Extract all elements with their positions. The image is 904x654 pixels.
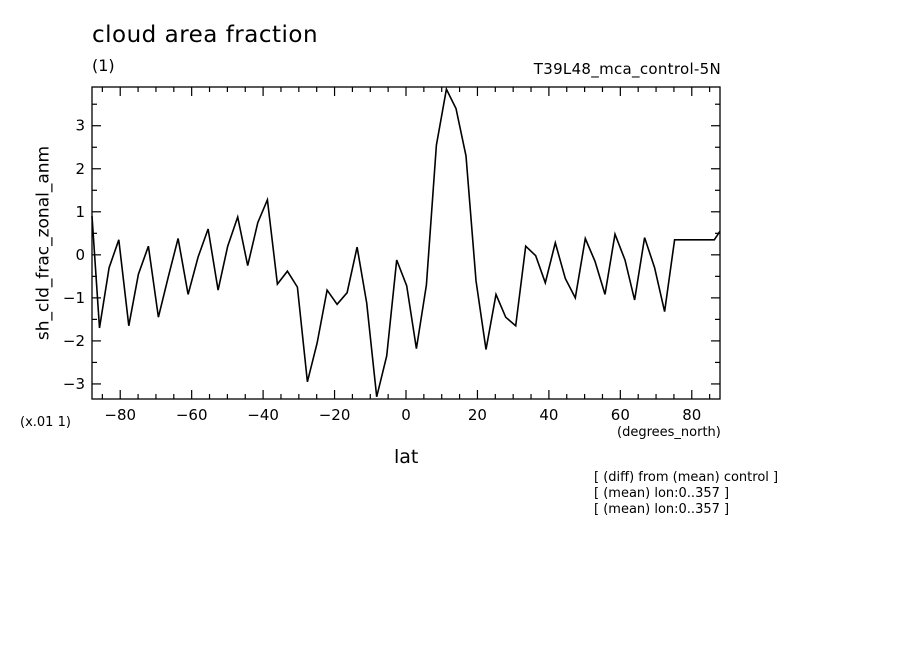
x-tick-label: −80: [104, 406, 136, 424]
x-tick-label: 60: [611, 406, 630, 424]
x-tick-label: 0: [401, 406, 411, 424]
series-line: [91, 86, 721, 397]
note-line: [ (mean) lon:0..357 ]: [594, 502, 730, 517]
x-axis-units: (degrees_north): [617, 425, 721, 440]
x-tick-label: 40: [539, 406, 558, 424]
x-tick-label: 80: [682, 406, 701, 424]
x-tick-label: 20: [468, 406, 487, 424]
run-label: T39L48_mca_control-5N: [533, 60, 721, 78]
note-line: [ (diff) from (mean) control ]: [594, 470, 779, 485]
tick-labels: −80 −60 −40 −20 0 20 40 60 80 −3 −2 −1 0 1 2 3: [63, 117, 701, 424]
y-tick-label: 2: [75, 160, 85, 178]
axis-ticks: [92, 87, 720, 399]
note-line: [ (mean) lon:0..357 ]: [594, 486, 730, 501]
y-tick-label: 3: [75, 117, 85, 135]
units-label: (1): [92, 56, 115, 75]
x-tick-label: −60: [176, 406, 208, 424]
y-tick-label: 0: [75, 246, 85, 264]
x-axis-label: lat: [394, 446, 419, 468]
x-tick-label: −20: [319, 406, 351, 424]
y-tick-label: −3: [63, 375, 85, 393]
plot-frame: [91, 86, 721, 400]
notes-block: [ (diff) from (mean) control ] [ (mean) …: [594, 470, 778, 518]
chart-title: cloud area fraction: [92, 22, 319, 48]
y-scale-note: (x.01 1): [20, 415, 71, 430]
y-tick-label: −2: [63, 332, 85, 350]
y-tick-label: −1: [63, 289, 85, 307]
y-tick-label: 1: [75, 203, 85, 221]
x-tick-label: −40: [247, 406, 279, 424]
y-axis-label: sh_cld_frac_zonal_anm: [33, 145, 54, 341]
